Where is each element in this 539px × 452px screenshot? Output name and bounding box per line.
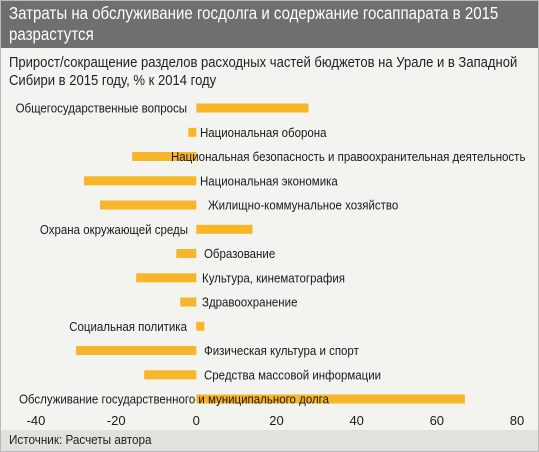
category-label: Физическая культура и спорт xyxy=(204,344,359,359)
category-label: Здравоохранение xyxy=(202,295,298,310)
x-tick-label: -20 xyxy=(107,413,126,428)
bar xyxy=(84,176,197,186)
bar xyxy=(100,200,197,210)
category-label: Национальная оборона xyxy=(200,125,327,140)
x-tick-label: 80 xyxy=(510,413,524,428)
bar xyxy=(180,297,197,307)
category-label: Общегосударственные вопросы xyxy=(16,101,187,116)
category-label: Национальная экономика xyxy=(200,174,338,189)
bar xyxy=(196,394,465,404)
x-tick-label: -40 xyxy=(27,413,46,428)
category-label: Социальная политика xyxy=(69,319,187,334)
category-label: Обслуживание государственного и муниципа… xyxy=(19,392,329,407)
category-label: Жилищно-коммунальное хозяйство xyxy=(208,198,399,213)
x-tick-label: 40 xyxy=(349,413,363,428)
bar xyxy=(188,127,197,137)
category-label: Средства массовой информации xyxy=(204,368,381,383)
bar xyxy=(136,273,197,283)
bar xyxy=(176,249,197,258)
chart-subtitle: Прирост/сокращение разделов расходных ча… xyxy=(9,54,518,89)
bar-chart: Общегосударственные вопросы Национальная … xyxy=(16,101,526,428)
bar xyxy=(76,346,197,355)
category-label: Образование xyxy=(204,247,276,262)
x-tick-label: 60 xyxy=(430,413,444,428)
bar xyxy=(196,103,309,113)
source-note: Источник: Расчеты автора xyxy=(9,432,152,447)
x-tick-label: 20 xyxy=(269,413,283,428)
category-label: Культура, кинематография xyxy=(202,271,345,286)
chart-title: Затраты на обслуживание госдолга и содер… xyxy=(9,3,499,44)
bar xyxy=(144,370,197,380)
header-bar: Затраты на обслуживание госдолга и содер… xyxy=(1,1,538,48)
bar xyxy=(132,152,197,161)
category-label: Охрана окружающей среды xyxy=(40,222,188,237)
footer-bar: Источник: Расчеты автора xyxy=(1,430,538,451)
x-tick-label: 0 xyxy=(193,413,200,428)
bar xyxy=(196,321,205,331)
bar xyxy=(196,224,253,234)
category-label: Национальная безопасность и правоохранит… xyxy=(171,150,525,165)
